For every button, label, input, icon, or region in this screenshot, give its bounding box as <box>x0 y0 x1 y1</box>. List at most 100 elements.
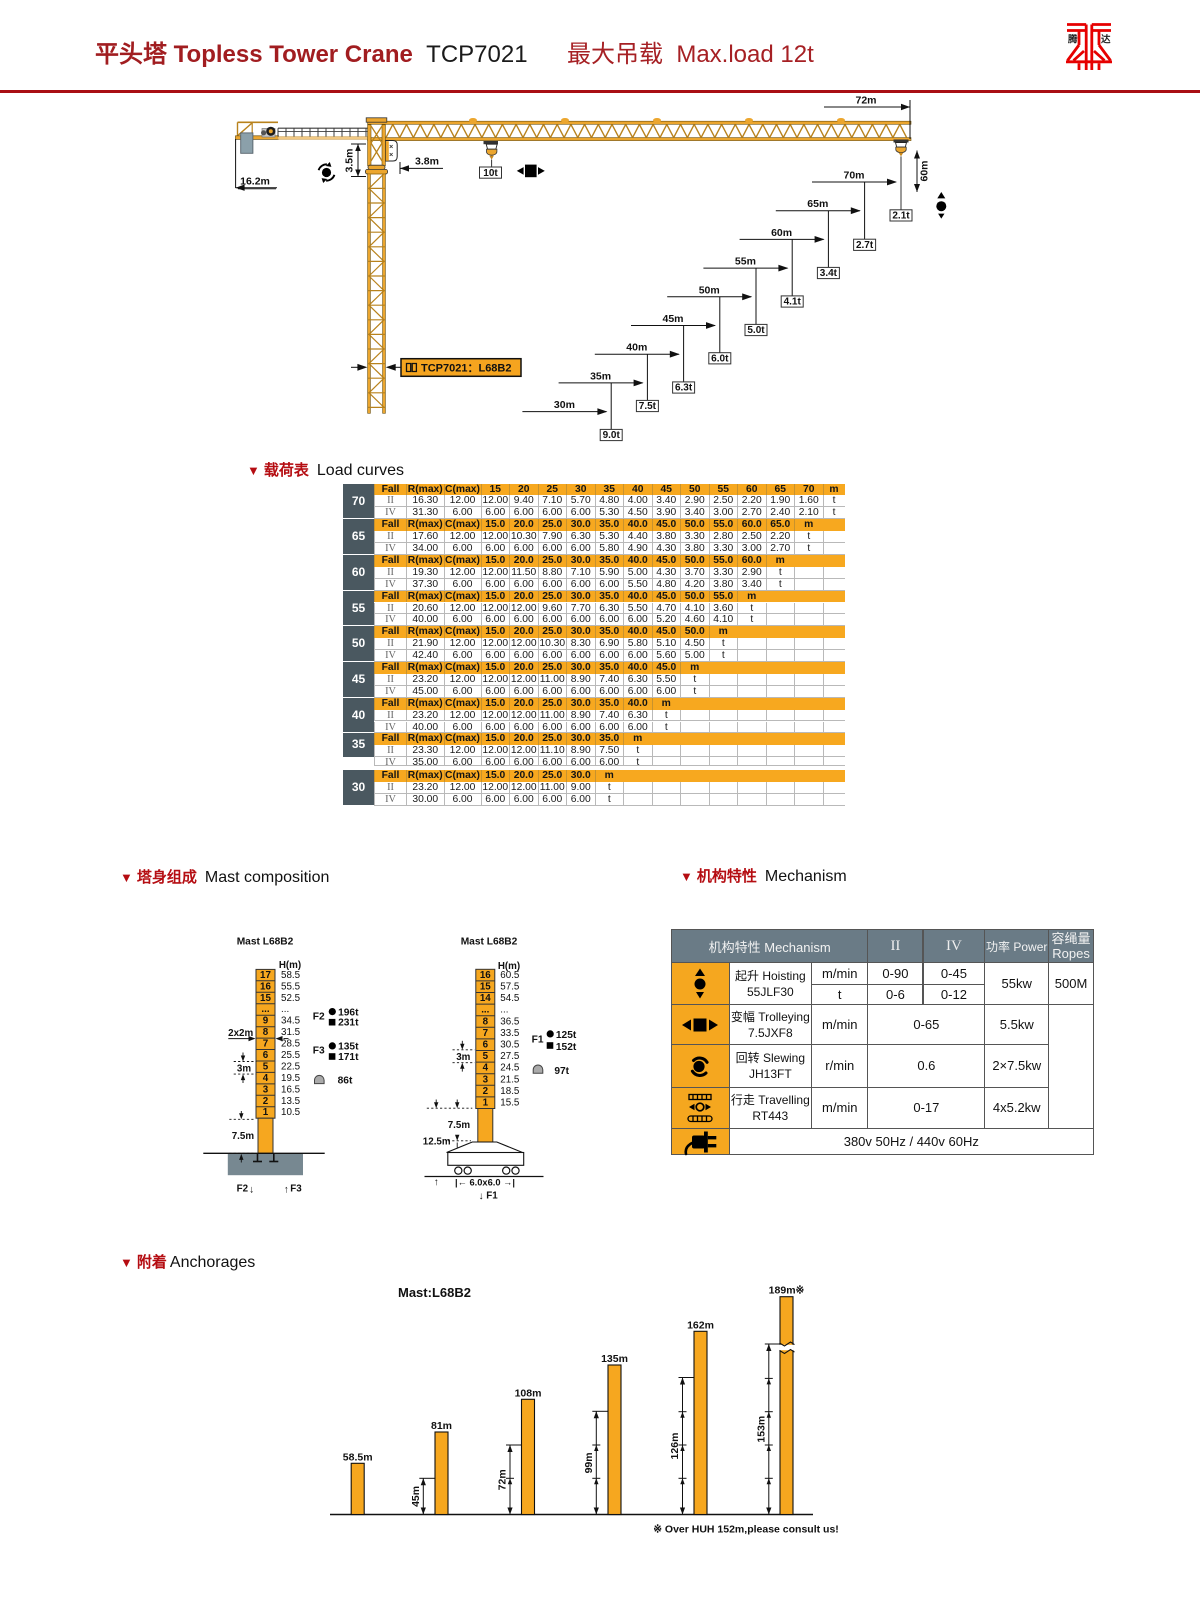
svg-text:16: 16 <box>260 981 271 992</box>
svg-text:Mast L68B2: Mast L68B2 <box>237 937 294 948</box>
svg-text:↑: ↑ <box>284 1184 289 1195</box>
svg-text:15.5: 15.5 <box>500 1098 520 1109</box>
svg-text:34.5: 34.5 <box>281 1016 301 1027</box>
svg-text:16.5: 16.5 <box>281 1084 301 1095</box>
svg-text:196t: 196t <box>338 1007 359 1018</box>
svg-text:2: 2 <box>263 1096 269 1107</box>
svg-text:10t: 10t <box>483 168 498 179</box>
svg-text:13.5: 13.5 <box>281 1096 301 1107</box>
svg-text:52.5: 52.5 <box>281 993 301 1004</box>
svg-text:27.5: 27.5 <box>500 1051 520 1062</box>
svg-text:70m: 70m <box>843 170 864 182</box>
svg-text:F1: F1 <box>532 1034 544 1045</box>
svg-text:...: ... <box>281 1004 289 1015</box>
svg-text:...: ... <box>261 1004 269 1015</box>
svg-text:135t: 135t <box>338 1042 359 1053</box>
svg-text:58.5: 58.5 <box>281 970 301 981</box>
svg-text:F3: F3 <box>290 1184 302 1195</box>
svg-text:17: 17 <box>260 970 271 981</box>
svg-text:↑: ↑ <box>434 1177 439 1188</box>
svg-text:3m: 3m <box>237 1063 251 1074</box>
svg-text:22.5: 22.5 <box>281 1061 301 1072</box>
svg-text:达: 达 <box>1101 34 1111 46</box>
svg-text:60m: 60m <box>919 160 931 181</box>
svg-text:↓: ↓ <box>478 1191 483 1202</box>
svg-text:2.7t: 2.7t <box>856 240 874 251</box>
svg-text:2: 2 <box>483 1086 489 1097</box>
svg-text:※ Over HUH 152m,please consult: ※ Over HUH 152m,please consult us! <box>653 1524 839 1536</box>
svg-text:2x2m: 2x2m <box>228 1028 253 1039</box>
svg-text:1: 1 <box>483 1098 489 1109</box>
svg-text:33.5: 33.5 <box>500 1028 520 1039</box>
svg-text:97t: 97t <box>554 1066 569 1077</box>
svg-text:✕: ✕ <box>389 152 394 159</box>
svg-text:...: ... <box>500 1005 508 1016</box>
svg-text:7: 7 <box>263 1039 269 1050</box>
svg-text:5: 5 <box>263 1061 269 1072</box>
svg-text:9.0t: 9.0t <box>603 430 621 441</box>
svg-text:9: 9 <box>263 1016 269 1027</box>
svg-text:H(m): H(m) <box>498 961 520 972</box>
svg-text:6.3t: 6.3t <box>675 383 693 394</box>
svg-text:1: 1 <box>263 1107 269 1118</box>
svg-text:125t: 125t <box>556 1030 577 1041</box>
svg-text:F1: F1 <box>486 1190 498 1201</box>
svg-text:231t: 231t <box>338 1018 359 1029</box>
svg-text:3: 3 <box>263 1084 269 1095</box>
svg-text:55.5: 55.5 <box>281 981 301 992</box>
svg-text:F3: F3 <box>313 1046 325 1057</box>
svg-text:36.5: 36.5 <box>500 1016 520 1027</box>
svg-text:✕: ✕ <box>389 144 394 151</box>
svg-text:45m: 45m <box>662 313 683 325</box>
svg-text:7.5m: 7.5m <box>448 1120 471 1131</box>
svg-text:7.5m: 7.5m <box>232 1131 255 1142</box>
svg-text:21.5: 21.5 <box>500 1074 520 1085</box>
svg-text:7.5t: 7.5t <box>639 401 657 412</box>
svg-text:6.0t: 6.0t <box>711 353 729 364</box>
svg-text:126m: 126m <box>669 1433 681 1460</box>
svg-text:30m: 30m <box>554 399 575 411</box>
svg-text:TCP7021：L68B2: TCP7021：L68B2 <box>421 363 512 375</box>
svg-text:16: 16 <box>480 970 491 981</box>
svg-text:152t: 152t <box>556 1042 577 1053</box>
svg-text:189m※: 189m※ <box>769 1285 805 1297</box>
svg-text:31.5: 31.5 <box>281 1027 301 1038</box>
svg-text:25.5: 25.5 <box>281 1050 301 1061</box>
svg-text:153m: 153m <box>755 1416 767 1443</box>
svg-text:57.5: 57.5 <box>500 982 520 993</box>
svg-text:↓: ↓ <box>249 1184 254 1195</box>
svg-text:10.5: 10.5 <box>281 1107 301 1118</box>
svg-text:F2: F2 <box>237 1184 249 1195</box>
svg-text:6: 6 <box>263 1050 269 1061</box>
svg-text:15: 15 <box>480 982 491 993</box>
svg-text:50m: 50m <box>699 284 720 296</box>
svg-text:4: 4 <box>483 1063 489 1074</box>
svg-text:16.2m: 16.2m <box>240 176 270 188</box>
svg-text:35m: 35m <box>590 370 611 382</box>
svg-text:H(m): H(m) <box>279 960 301 971</box>
svg-text:55m: 55m <box>735 256 756 268</box>
svg-text:14: 14 <box>480 993 491 1004</box>
svg-text:45m: 45m <box>410 1486 422 1507</box>
svg-text:5.0t: 5.0t <box>747 325 765 336</box>
svg-text:F2: F2 <box>313 1011 325 1022</box>
svg-text:54.5: 54.5 <box>500 993 520 1004</box>
svg-text:|← 6.0x6.0 →|: |← 6.0x6.0 →| <box>455 1177 515 1187</box>
svg-text:8: 8 <box>483 1016 489 1027</box>
svg-text:3.8m: 3.8m <box>415 156 439 168</box>
svg-text:135m: 135m <box>601 1353 628 1365</box>
svg-text:30.5: 30.5 <box>500 1040 520 1051</box>
svg-text:171t: 171t <box>338 1052 359 1063</box>
svg-text:58.5m: 58.5m <box>343 1451 373 1463</box>
svg-text:4: 4 <box>263 1073 269 1084</box>
svg-text:24.5: 24.5 <box>500 1063 520 1074</box>
svg-text:3.4t: 3.4t <box>820 268 838 279</box>
svg-text:81m: 81m <box>431 1420 452 1432</box>
svg-text:65m: 65m <box>807 198 828 210</box>
svg-text:3m: 3m <box>456 1052 470 1063</box>
svg-text:15: 15 <box>260 993 271 1004</box>
svg-text:7: 7 <box>483 1028 489 1039</box>
svg-text:99m: 99m <box>583 1452 595 1473</box>
svg-text:12.5m: 12.5m <box>423 1136 451 1147</box>
svg-text:28.5: 28.5 <box>281 1039 301 1050</box>
